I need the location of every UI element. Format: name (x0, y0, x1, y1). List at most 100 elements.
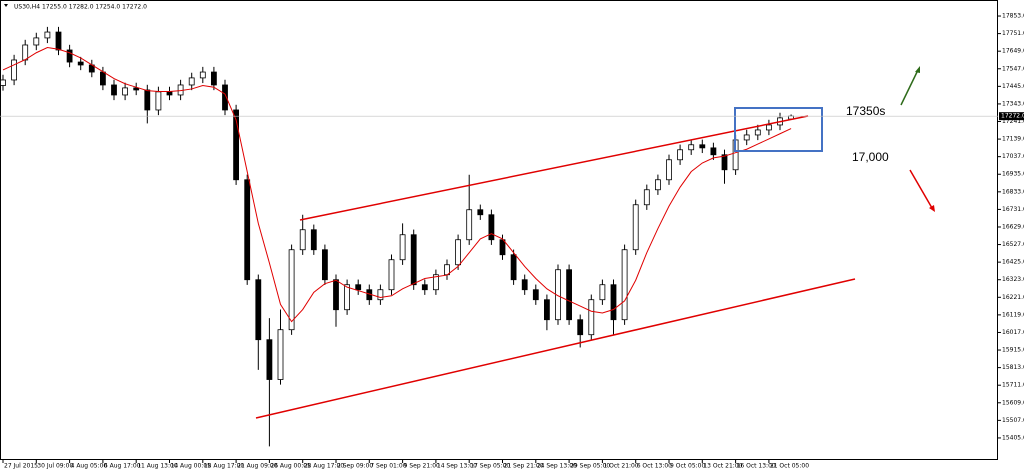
candle-body (100, 71, 106, 86)
x-tick-label: 21 Sep 21:00 (504, 463, 544, 470)
y-tick-label: 17445.0 (1002, 83, 1024, 90)
candle-body (333, 279, 339, 311)
up-arrow-head (915, 66, 920, 73)
candle-body (532, 289, 539, 301)
y-tick-label: 17853.0 (1002, 13, 1024, 20)
y-tick-label: 16119.0 (1002, 311, 1024, 318)
candle-body (721, 154, 728, 171)
y-tick-label: 17547.0 (1002, 65, 1024, 72)
x-tick-label: 24 Sep 13:00 (537, 463, 577, 470)
x-tick-label: 7 Sep 01:00 (370, 463, 406, 470)
candle-body (144, 89, 151, 111)
annotation: 17350s (846, 104, 885, 118)
y-tick-label: 16833.0 (1002, 188, 1024, 195)
candle-body (255, 279, 262, 341)
x-tick-label: 11 Aug 13:00 (137, 463, 178, 470)
y-tick-label: 17139.0 (1002, 136, 1024, 143)
x-tick-label: 4 Aug 05:00 (71, 463, 108, 470)
candle-body (699, 144, 706, 149)
plot-frame (0, 0, 998, 460)
y-tick-label: 16527.0 (1002, 241, 1024, 248)
candle-body (666, 159, 672, 181)
x-tick-label: 16 Oct 13:00 (737, 463, 776, 470)
x-tick-label: 2 Sep 09:00 (337, 463, 373, 470)
candle-body (521, 279, 528, 291)
current-price-label: 17272.0 (1001, 113, 1024, 120)
y-tick-label: 17649.0 (1002, 48, 1024, 55)
y-tick-label: 16425.0 (1002, 259, 1024, 266)
candle-body (477, 209, 484, 216)
x-tick-label: 13 Oct 21:00 (703, 463, 742, 470)
x-tick-label: 14 Aug 00:05 (171, 463, 212, 470)
candle-body (111, 84, 117, 96)
x-tick-label: 9 Oct 05:00 (670, 463, 705, 470)
candle-body (222, 84, 228, 111)
x-tick-label: 9 Sep 21:00 (404, 463, 440, 470)
candle-body (677, 149, 683, 161)
upper-trend-line (299, 115, 809, 221)
candle-body (421, 284, 428, 291)
candle-body (299, 229, 306, 251)
candle-body (277, 329, 284, 380)
x-tick-label: 1 Oct 21:00 (603, 463, 638, 470)
candle-body (66, 49, 73, 63)
candle-body (466, 209, 473, 241)
candle-body (77, 61, 84, 66)
candle-body (688, 144, 695, 151)
candle-body (488, 214, 495, 241)
candle-body (566, 269, 572, 321)
y-tick-label: 16221.0 (1002, 294, 1024, 301)
y-tick-label: 15813.0 (1002, 364, 1024, 371)
up-arrow (900, 69, 919, 106)
candle-body (166, 91, 173, 96)
candle-body (55, 31, 62, 51)
candle-body (11, 59, 18, 81)
candle-body (599, 284, 606, 301)
y-tick-label: 16731.0 (1002, 206, 1024, 213)
plot (0, 26, 794, 447)
candle-body (766, 124, 772, 131)
x-tick-label: 28 Aug 17:00 (304, 463, 345, 470)
candle-body (610, 284, 617, 321)
annotation: 17,000 (852, 150, 889, 164)
candle-body (0, 79, 6, 86)
candle-body (310, 229, 317, 251)
candle-body (743, 134, 750, 141)
candle-body (588, 299, 595, 336)
candle-body (44, 31, 51, 39)
x-tick-label: 6 Oct 13:00 (637, 463, 672, 470)
candle-body (210, 71, 217, 86)
candle-body (388, 259, 395, 291)
x-tick-label: 21 Oct 05:00 (770, 463, 809, 470)
candle-body (288, 249, 295, 331)
y-tick-label: 15711.0 (1002, 382, 1024, 389)
y-tick-label: 15915.0 (1002, 347, 1024, 354)
y-tick-label: 16629.0 (1002, 223, 1024, 230)
current-price-box (999, 112, 1024, 121)
y-tick-label: 16935.0 (1002, 171, 1024, 178)
candle-body (377, 289, 384, 301)
x-tick-label: 21 Aug 09:00 (237, 463, 278, 470)
candle-body (544, 299, 550, 321)
y-tick-label: 17751.0 (1002, 30, 1024, 37)
candle-body (410, 234, 417, 286)
candle-body (643, 189, 650, 206)
candle-body (499, 239, 506, 256)
x-tick-label: 26 Aug 00:05 (270, 463, 311, 470)
candle-body (188, 77, 195, 86)
y-tick-label: 17241.0 (1002, 118, 1024, 125)
lower-trend-line (255, 278, 856, 419)
candle-body (321, 249, 328, 281)
candle-body (22, 44, 29, 61)
y-tick-label: 17037.0 (1002, 153, 1024, 160)
candle-body (133, 87, 140, 91)
x-tick-label: 14 Sep 13:00 (437, 463, 477, 470)
candle-body (510, 254, 517, 281)
down-arrow (909, 169, 933, 209)
candle-body (655, 179, 661, 191)
candle-body (244, 179, 251, 281)
candle-body (577, 319, 584, 336)
candle-body (399, 234, 406, 261)
